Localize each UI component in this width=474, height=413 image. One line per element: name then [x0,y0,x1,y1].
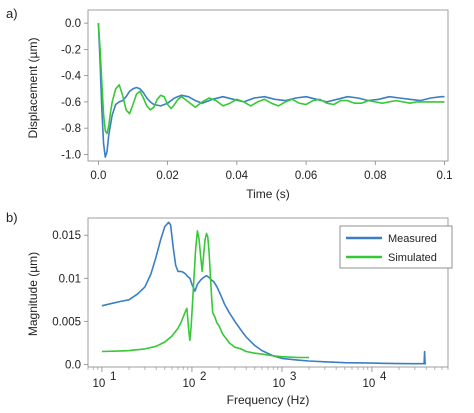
panel-b-y-tick-label: 0.005 [52,316,81,328]
panel-a-plot-frame [87,9,449,162]
panel-a-y-tick-label: -0.2 [61,44,81,56]
panel-a-y-tick-label: -0.4 [61,71,81,83]
panel-a-y-axis-title: Displacement (µm) [26,38,40,139]
panel-a-y-tick-label: -0.8 [61,123,81,135]
panel-b-series [101,221,427,365]
panel-a-x-tick-label: 0.08 [364,170,386,182]
panel-b-y-ticks: 0.015 0.01 0.005 0.0 [52,230,88,371]
panel-b-x-tick-label: 10 [363,378,376,390]
panel-b-x-tick-label: 10 [93,378,106,390]
panel-a-y-tick-label: 0.0 [65,18,81,30]
panel-a-x-tick-label: 0.02 [156,170,178,182]
panel-a-x-axis-title: Time (s) [246,187,290,201]
panel-b-x-tick-exponent: 4 [380,371,387,383]
panel-a: a) 0.0-0.2-0.4-0.6-0.8-1.0 0.0 0.02 0.04 0.… [6,6,453,201]
panel-b-y-tick-label: 0.015 [52,230,81,242]
panel-a-x-tick-label: 0.04 [226,170,249,182]
panel-a-y-tick-label: -0.6 [61,97,81,109]
legend-label-simulated: Simulated [388,252,437,264]
panel-b-y-tick-label: 0.0 [65,359,81,371]
legend-label-measured: Measured [388,233,437,245]
panel-b-x-tick-exponent: 3 [290,371,296,383]
panel-a-series-green [97,23,445,135]
legend-box [339,225,453,269]
panel-b-series-simulated [101,230,309,359]
panel-b-x-axis-title: Frequency (Hz) [227,393,310,407]
panel-b-x-tick-label: 10 [183,378,196,390]
panel-b-label: b) [6,210,18,225]
panel-a-y-tick-label: -1.0 [61,149,81,161]
panel-a-x-ticks: 0.0 0.02 0.04 0.06 0.08 0.1 [90,161,453,182]
panel-b-x-tick-label: 10 [273,378,286,390]
panel-b-y-axis-title: Magnitude (µm) [26,252,40,336]
panel-a-x-tick-label: 0.1 [437,170,453,182]
panel-b-y-tick-label: 0.01 [59,273,81,285]
panel-b-x-ticks: 10 1 10 2 10 3 10 4 [87,367,449,390]
panel-a-x-tick-label: 0.06 [295,170,317,182]
panel-a-label: a) [6,6,18,21]
panel-b-series-measured [101,221,427,365]
panel-a-y-ticks: 0.0 -0.2 -0.4 -0.6 -0.8 -1.0 [61,18,88,161]
panel-b-x-tick-exponent: 2 [200,371,206,383]
panel-a-series-blue [97,23,445,158]
panel-a-x-tick-label: 0.0 [90,170,106,182]
panel-b-x-tick-exponent: 1 [110,371,116,383]
panel-a-series [97,23,445,158]
legend: Measured Simulated [339,225,453,269]
panel-b: b) 0.015 0.01 0.005 0.0 10 1 10 2 10 3 10 4 Freque… [6,210,453,407]
